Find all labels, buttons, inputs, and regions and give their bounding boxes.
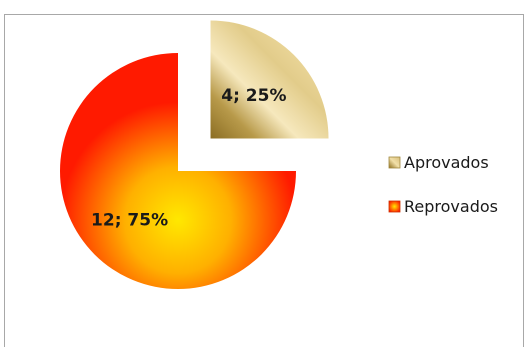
legend-swatch-aprovados	[388, 156, 401, 169]
data-label-reprovados: 12; 75%	[91, 210, 168, 230]
pie-slice-aprovados	[210, 20, 329, 139]
legend-label-aprovados: Aprovados	[404, 153, 489, 172]
pie-slice-reprovados	[60, 53, 296, 289]
legend: Aprovados Reprovados	[388, 153, 498, 216]
legend-swatch-reprovados	[388, 200, 401, 213]
data-label-aprovados: 4; 25%	[221, 86, 286, 106]
legend-label-reprovados: Reprovados	[404, 197, 498, 216]
